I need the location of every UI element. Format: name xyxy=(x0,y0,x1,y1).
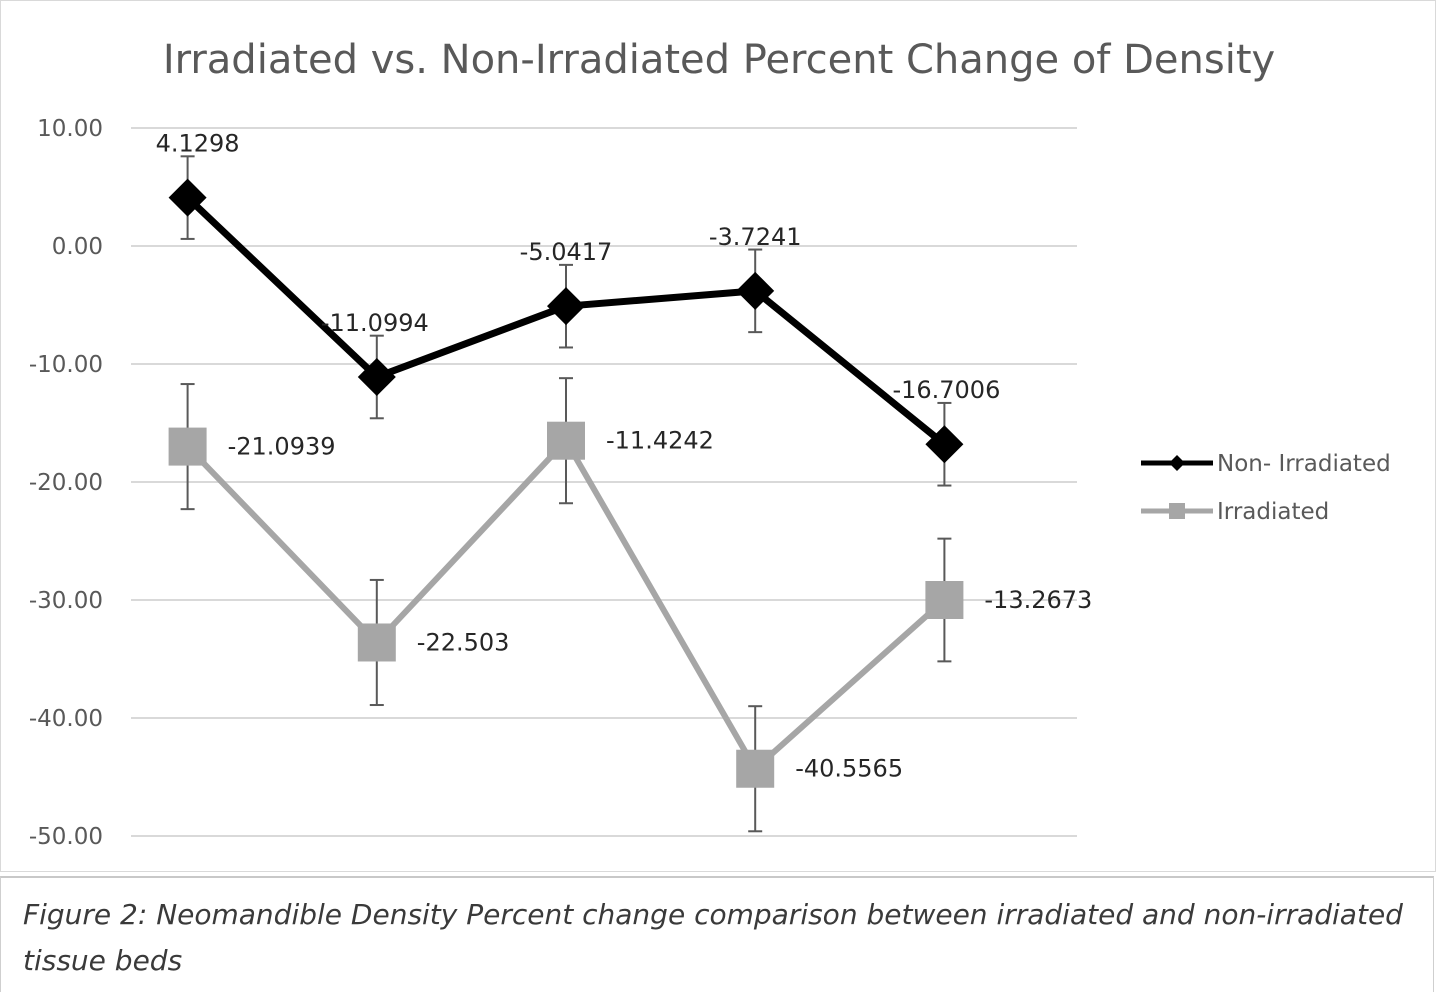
data-point-square xyxy=(168,427,207,466)
line-chart: Irradiated vs. Non-Irradiated Percent Ch… xyxy=(29,37,1391,850)
chart-title: Irradiated vs. Non-Irradiated Percent Ch… xyxy=(163,37,1275,83)
data-label: -13.2673 xyxy=(984,586,1092,614)
data-label: -21.0939 xyxy=(228,433,336,461)
series-irradiated xyxy=(168,377,964,833)
legend-label: Irradiated xyxy=(1217,499,1329,525)
y-tick-label: -40.00 xyxy=(29,706,103,732)
series-layer xyxy=(168,155,964,833)
data-label: -5.0417 xyxy=(520,238,613,266)
data-label: -40.5565 xyxy=(795,755,903,783)
data-label: -16.7006 xyxy=(892,376,1000,404)
gridlines xyxy=(131,127,1077,837)
y-axis-ticks: 10.00 0.00 -10.00 -20.00 -30.00 -40.00 -50.00 xyxy=(29,116,103,850)
data-label: -22.503 xyxy=(417,628,510,656)
data-point-square xyxy=(925,581,964,619)
y-tick-label: -20.00 xyxy=(29,470,103,496)
figure-caption-box: Figure 2: Neomandible Density Percent ch… xyxy=(0,876,1434,992)
y-tick-label: -10.00 xyxy=(29,352,103,378)
series-non-irradiated xyxy=(168,155,964,487)
chart-frame: Irradiated vs. Non-Irradiated Percent Ch… xyxy=(0,0,1436,872)
legend-marker-diamond xyxy=(1169,455,1185,471)
legend-marker-square xyxy=(1169,503,1185,519)
data-point-diamond xyxy=(357,357,396,396)
data-point-square xyxy=(736,749,775,788)
data-label: -3.7241 xyxy=(709,223,802,251)
data-point-square xyxy=(357,623,396,662)
legend-item-irradiated: Irradiated xyxy=(1141,499,1329,525)
figure-caption: Figure 2: Neomandible Density Percent ch… xyxy=(23,898,1403,977)
data-point-diamond xyxy=(736,271,775,310)
y-tick-label: -30.00 xyxy=(29,588,103,614)
data-labels: 4.1298 -11.0994 -5.0417 -3.7241 -16.7006 -21.… xyxy=(156,130,1093,783)
data-label: -11.0994 xyxy=(321,309,429,337)
legend-label: Non- Irradiated xyxy=(1217,451,1391,477)
y-tick-label: 10.00 xyxy=(37,116,103,142)
data-label: -11.4242 xyxy=(606,427,714,455)
data-label: 4.1298 xyxy=(156,130,240,158)
y-tick-label: 0.00 xyxy=(52,234,103,260)
legend: Non- Irradiated Irradiated xyxy=(1141,451,1391,525)
data-point-diamond xyxy=(168,178,207,217)
legend-item-non-irradiated: Non- Irradiated xyxy=(1141,451,1391,477)
data-point-square xyxy=(547,421,585,460)
data-point-diamond xyxy=(547,287,585,326)
data-point-diamond xyxy=(925,425,964,464)
y-tick-label: -50.00 xyxy=(29,824,103,850)
